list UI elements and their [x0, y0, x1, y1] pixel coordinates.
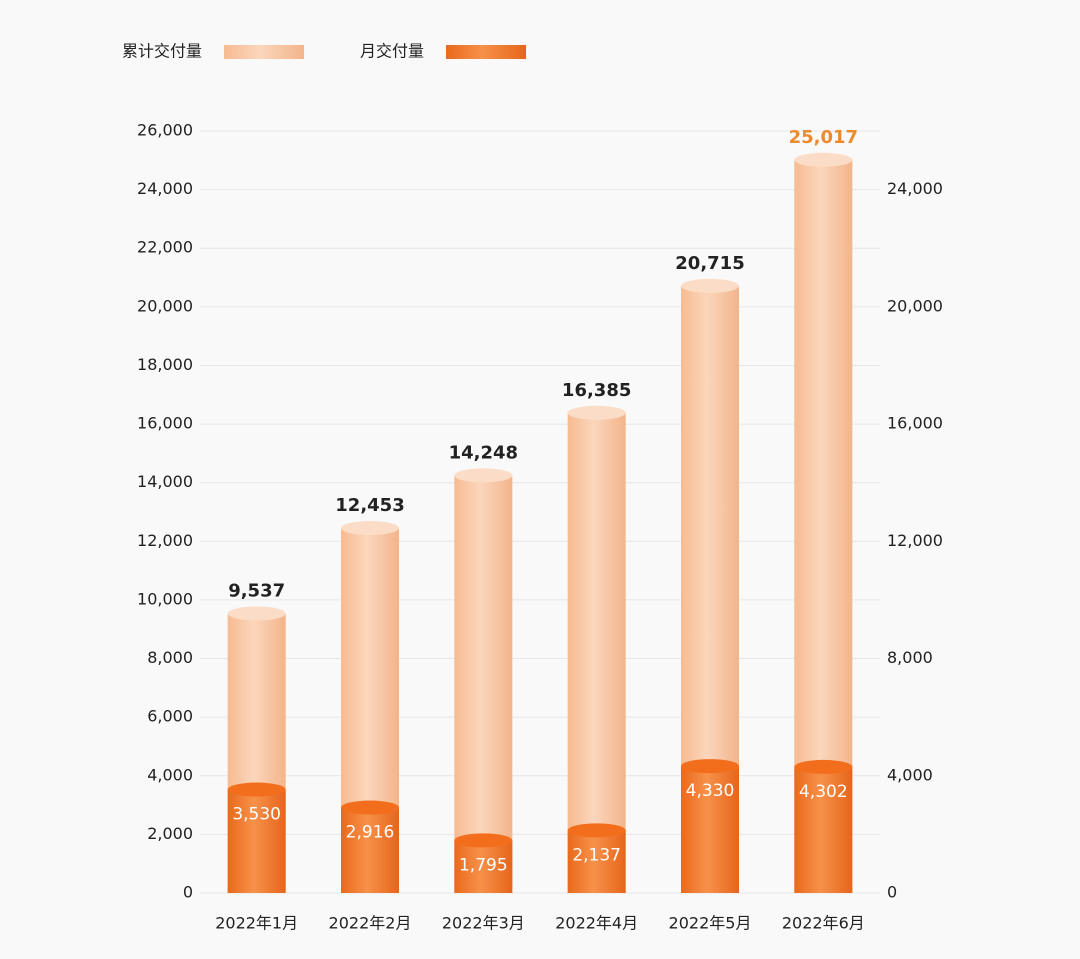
value-label: 2,137 — [572, 845, 621, 865]
bar-cap — [454, 468, 513, 483]
x-tick-label: 2022年4月 — [555, 914, 638, 933]
y-tick-label: 0 — [183, 883, 193, 902]
bar — [794, 766, 853, 893]
bar-cap — [227, 606, 286, 621]
bar-cap — [567, 405, 626, 420]
x-tick-label: 2022年2月 — [329, 914, 412, 933]
y-tick-label: 18,000 — [137, 355, 193, 374]
y-tick-label: 16,000 — [137, 414, 193, 433]
bar-cap — [794, 152, 853, 167]
bar — [681, 766, 739, 893]
bar-cap — [567, 823, 626, 838]
bar — [567, 412, 626, 893]
y-tick-label: 6,000 — [147, 707, 193, 726]
y-tick-label: 4,000 — [147, 765, 193, 784]
y-tick-label: 24,000 — [137, 179, 193, 198]
y-tick-label: 24,000 — [887, 179, 943, 198]
bar — [567, 830, 626, 893]
y-tick-label: 4,000 — [887, 765, 933, 784]
x-tick-label: 2022年3月 — [442, 914, 525, 933]
y-tick-label: 20,000 — [887, 296, 943, 315]
bar-cap — [794, 759, 853, 774]
y-tick-label: 8,000 — [887, 648, 933, 667]
y-tick-label: 8,000 — [147, 648, 193, 667]
value-label: 4,330 — [686, 781, 735, 801]
x-tick-label: 2022年1月 — [215, 914, 298, 933]
bar-cap — [681, 759, 739, 774]
x-tick-label: 2022年6月 — [782, 914, 865, 933]
y-tick-label: 22,000 — [137, 238, 193, 257]
bar-cap — [341, 521, 399, 536]
y-tick-label: 0 — [887, 883, 897, 902]
bar — [454, 475, 513, 893]
value-label: 14,248 — [449, 442, 518, 463]
value-label: 12,453 — [335, 495, 404, 516]
y-tick-label: 2,000 — [147, 824, 193, 843]
legend-swatch — [224, 45, 305, 59]
value-label: 3,530 — [232, 805, 281, 825]
value-label: 25,017 — [789, 127, 858, 148]
value-label: 4,302 — [799, 782, 848, 802]
value-label: 9,537 — [228, 580, 285, 601]
legend-label: 月交付量 — [360, 42, 424, 61]
y-tick-label: 12,000 — [887, 531, 943, 550]
bar — [227, 789, 286, 893]
y-tick-label: 16,000 — [887, 414, 943, 433]
x-tick-label: 2022年5月 — [669, 914, 752, 933]
legend-label: 累计交付量 — [122, 42, 202, 61]
bar-cap — [227, 782, 286, 797]
y-tick-label: 12,000 — [137, 531, 193, 550]
value-label: 20,715 — [675, 253, 744, 274]
y-tick-label: 10,000 — [137, 589, 193, 608]
y-tick-label: 20,000 — [137, 296, 193, 315]
bar — [454, 840, 513, 893]
value-label: 2,916 — [346, 823, 395, 843]
bar-cap — [341, 800, 399, 815]
bar-cap — [681, 278, 739, 293]
value-label: 16,385 — [562, 380, 631, 401]
bar-cap — [454, 833, 513, 848]
bar — [341, 807, 399, 893]
y-tick-label: 14,000 — [137, 472, 193, 491]
legend-swatch — [446, 45, 527, 59]
y-tick-label: 26,000 — [137, 121, 193, 140]
value-label: 1,795 — [459, 855, 508, 875]
